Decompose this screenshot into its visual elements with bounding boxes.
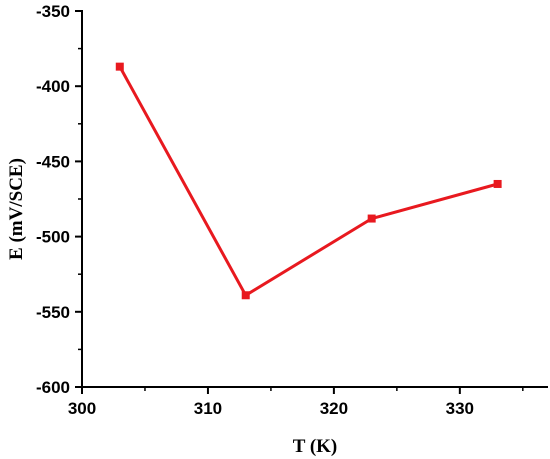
data-point-marker [241,291,250,300]
data-point-marker [493,179,502,188]
data-point-marker [115,62,124,71]
data-series [115,62,502,300]
data-point-marker [367,214,376,223]
y-axis-title: E (mV/SCE) [6,158,27,260]
x-axis-title: T (K) [293,436,338,457]
axes [75,10,548,394]
x-tick-label: 300 [68,399,96,418]
x-tick-label: 320 [320,399,348,418]
series-line [118,65,498,297]
y-tick-label: -500 [36,228,70,247]
x-tick-label: 330 [446,399,474,418]
y-tick-label: -450 [36,152,70,171]
x-tick-label: 310 [194,399,222,418]
y-tick-label: -400 [36,77,70,96]
y-tick-label: -550 [36,303,70,322]
y-tick-label: -350 [36,2,70,21]
y-tick-label: -600 [36,378,70,397]
tick-labels: -600 -550 -500 -450 -400 -350 300 310 320 330 [36,2,474,418]
